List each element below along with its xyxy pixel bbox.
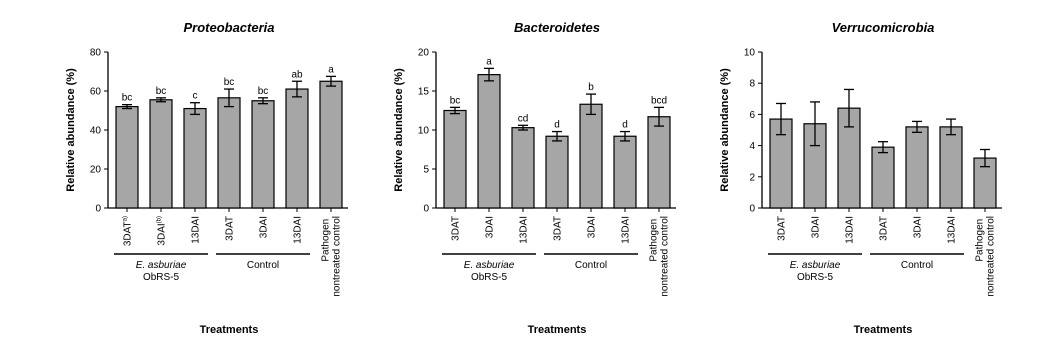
significance-letter: bcd — [651, 95, 667, 106]
x-tick-label: 3DAT — [879, 216, 890, 241]
x-tick-label: 13DAI — [519, 216, 530, 244]
bar — [905, 126, 929, 209]
x-tick-line: nontreated control — [986, 216, 997, 297]
x-tick-note: (b) — [157, 216, 163, 223]
x-tick-line: nontreated control — [332, 216, 343, 297]
x-tick-label: 13DAI — [947, 216, 958, 244]
x-tick-label: 3DAT — [777, 216, 788, 241]
bar — [871, 146, 895, 209]
y-tick-label: 0 — [95, 204, 101, 215]
x-tick-label: 3DAI — [587, 216, 598, 238]
y-axis-label: Relative abundance (%) — [719, 68, 731, 192]
x-tick-label: 3DAI(b) — [157, 216, 168, 246]
x-tick-line: Pathogen — [321, 216, 332, 262]
group-label: E. asburiae — [464, 260, 515, 271]
significance-letter: bc — [224, 77, 235, 88]
bar — [217, 97, 241, 209]
group-sublabel: ObRS-5 — [797, 272, 834, 283]
group-label: E. asburiae — [136, 260, 187, 271]
y-tick-label: 80 — [90, 48, 102, 59]
group-label: Control — [901, 260, 933, 271]
y-tick-label: 0 — [749, 204, 755, 215]
chart-title: Bacteroidetes — [514, 20, 600, 35]
significance-letter: bc — [450, 95, 461, 106]
significance-letter: bc — [258, 86, 269, 97]
bar — [545, 135, 569, 209]
bar — [939, 126, 963, 209]
bar — [285, 88, 309, 209]
significance-letter: ab — [291, 69, 303, 80]
significance-letter: cd — [518, 113, 529, 124]
bar — [319, 80, 343, 209]
x-tick-label: 3DAI — [913, 216, 924, 238]
x-tick-label: 13DAI — [191, 216, 202, 244]
bar — [443, 109, 467, 209]
x-tick-label: 3DATa) — [123, 216, 134, 246]
y-tick-label: 2 — [749, 172, 755, 183]
x-tick-label: 13DAI — [621, 216, 632, 244]
x-tick-line: Pathogen — [975, 216, 986, 262]
y-tick-label: 5 — [423, 165, 429, 176]
y-tick-label: 8 — [749, 79, 755, 90]
y-tick-label: 20 — [418, 48, 430, 59]
x-axis-label: Treatments — [528, 324, 587, 336]
bar — [183, 107, 207, 209]
significance-letter: d — [622, 120, 628, 131]
significance-letter: a — [486, 56, 492, 67]
x-tick-label: 3DAI — [811, 216, 822, 238]
bar — [149, 99, 173, 209]
x-tick-label: 13DAI — [293, 216, 304, 244]
group-label: Control — [247, 260, 279, 271]
significance-letter: a — [328, 64, 334, 75]
x-tick-label: 3DAT — [451, 216, 462, 241]
x-tick-label: 3DAI — [485, 216, 496, 238]
x-tick-label: Pathogen nontreated control — [975, 216, 997, 297]
x-tick-label: Pathogen nontreated control — [321, 216, 343, 297]
y-tick-label: 10 — [744, 48, 756, 59]
y-axis-label: Relative abundance (%) — [393, 68, 405, 192]
x-tick-line: Pathogen — [649, 216, 660, 262]
x-tick-label: Pathogen nontreated control — [649, 216, 671, 297]
y-tick-label: 40 — [90, 126, 102, 137]
y-tick-label: 20 — [90, 165, 102, 176]
y-tick-label: 6 — [749, 110, 755, 121]
y-tick-label: 15 — [418, 87, 430, 98]
y-tick-label: 0 — [423, 204, 429, 215]
significance-letter: d — [554, 120, 560, 131]
x-tick-line: nontreated control — [660, 216, 671, 297]
y-axis-label: Relative abundance (%) — [65, 68, 77, 192]
bar — [477, 74, 501, 209]
bar — [579, 103, 603, 209]
x-tick-label: 3DAT — [553, 216, 564, 241]
group-sublabel: ObRS-5 — [471, 272, 508, 283]
x-axis-label: Treatments — [854, 324, 913, 336]
x-tick-label: 13DAI — [845, 216, 856, 244]
x-tick-label: 3DAI — [259, 216, 270, 238]
bar — [613, 135, 637, 209]
y-tick-label: 4 — [749, 141, 755, 152]
bar — [251, 100, 275, 209]
group-sublabel: ObRS-5 — [143, 272, 180, 283]
y-tick-label: 10 — [418, 126, 430, 137]
bar — [647, 116, 671, 209]
group-label: Control — [575, 260, 607, 271]
x-tick-note: a) — [123, 216, 129, 221]
bar — [115, 105, 139, 209]
group-label: E. asburiae — [790, 260, 841, 271]
x-axis-label: Treatments — [200, 324, 259, 336]
y-tick-label: 60 — [90, 87, 102, 98]
significance-letter: b — [588, 82, 594, 93]
significance-letter: bc — [156, 86, 167, 97]
significance-letter: bc — [122, 93, 133, 104]
chart-title: Verrucomicrobia — [832, 20, 935, 35]
bar — [511, 127, 535, 209]
significance-letter: c — [193, 91, 198, 102]
chart-title: Proteobacteria — [183, 20, 274, 35]
x-tick-label: 3DAT — [225, 216, 236, 241]
